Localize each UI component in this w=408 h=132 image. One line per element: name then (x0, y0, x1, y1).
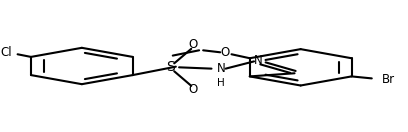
Text: H: H (217, 78, 225, 88)
Text: N: N (254, 54, 262, 67)
Text: S: S (166, 60, 175, 74)
Text: Cl: Cl (1, 46, 13, 59)
Text: N: N (216, 62, 225, 75)
Text: O: O (188, 83, 198, 96)
Text: Br: Br (382, 73, 395, 86)
Text: O: O (188, 38, 198, 51)
Text: O: O (221, 46, 230, 59)
